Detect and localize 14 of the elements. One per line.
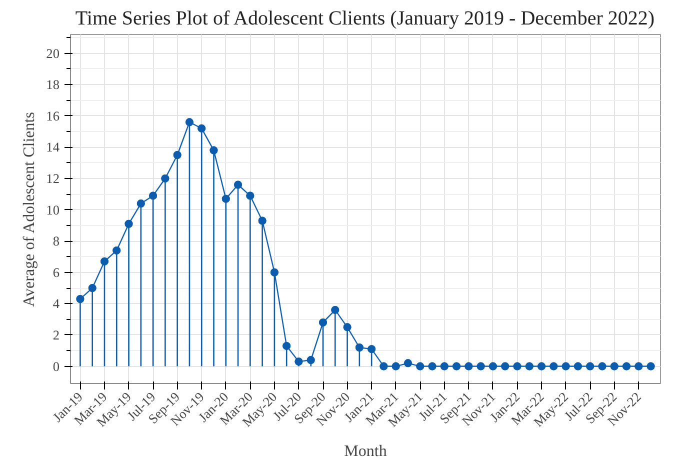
y-tick-label: 14 [46, 140, 60, 155]
y-tick-label: 10 [46, 202, 60, 218]
y-tick-label: 8 [52, 234, 60, 249]
y-tick-label: 4 [52, 296, 60, 312]
y-tick-label: 20 [46, 46, 60, 61]
y-tick-label: 18 [46, 77, 60, 92]
y-tick-label: 16 [46, 108, 60, 124]
y-axis-title: Average of Adolescent Clients [21, 112, 38, 307]
x-axis-title: Month [344, 442, 387, 460]
y-tick-label: 2 [52, 327, 60, 342]
y-tick-label: 0 [52, 358, 60, 374]
chart-title: Time Series Plot of Adolescent Clients (January 2019 - December 2022) [75, 8, 655, 30]
y-tick-label: 6 [52, 264, 60, 280]
y-tick-label: 12 [46, 170, 60, 186]
